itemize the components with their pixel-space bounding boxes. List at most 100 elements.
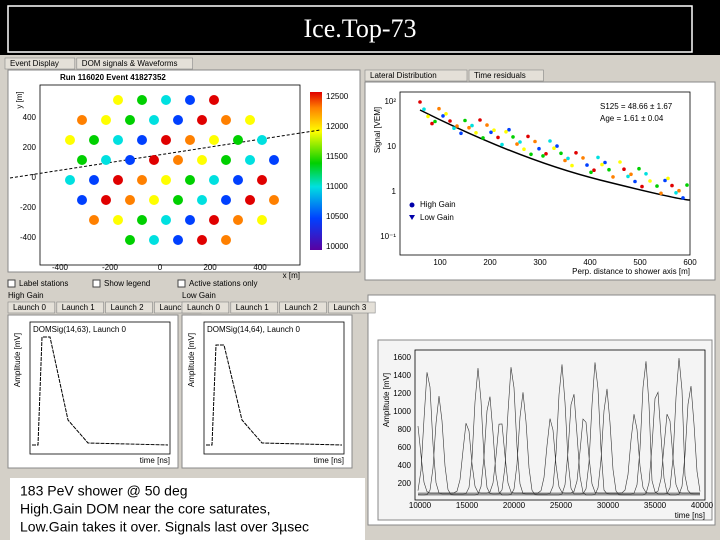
tick-label: 0 [158, 263, 163, 272]
y-axis-title: Amplitude [mV] [187, 333, 196, 387]
signal-point [589, 170, 593, 175]
tab-label: Lateral Distribution [370, 71, 437, 80]
signal-point [485, 123, 489, 127]
signal-point [574, 151, 578, 155]
station [233, 215, 243, 225]
signal-point [515, 142, 519, 146]
tick-label: -200 [102, 263, 119, 272]
signal-point [600, 162, 604, 167]
station [101, 195, 111, 205]
signal-point [622, 167, 626, 171]
signal-point [463, 118, 467, 123]
station [197, 195, 207, 205]
tick-label: 600 [683, 258, 697, 267]
x-axis-title: time [ns] [140, 456, 170, 465]
tick-label: 500 [633, 258, 647, 267]
legend-marker [409, 215, 415, 220]
signal-point [548, 139, 552, 143]
tab-label: Launch 1 [236, 303, 269, 312]
signal-point [441, 114, 445, 118]
legend-label: High Gain [420, 200, 456, 209]
signal-point [666, 176, 670, 181]
signal-point [496, 135, 500, 140]
station [137, 135, 147, 145]
tab-label: Launch 0 [187, 303, 220, 312]
caption-line: Low.Gain takes it over. Signals last ove… [20, 519, 309, 535]
event-frame [39, 84, 301, 266]
waveform-label: DOMSig(14,64), Launch 0 [207, 325, 300, 334]
signal-point [426, 114, 430, 119]
event-panel [7, 69, 361, 273]
x-axis-title: x [m] [283, 271, 300, 280]
tick-label: 800 [398, 425, 412, 434]
tick-label: 200 [203, 263, 217, 272]
station [197, 155, 207, 165]
station [65, 135, 75, 145]
signal-point [644, 172, 648, 176]
tab [364, 69, 468, 82]
x-axis-title: Perp. distance to shower axis [m] [572, 267, 690, 276]
tick-label: 400 [253, 263, 267, 272]
station [197, 115, 207, 125]
tick-label: 200 [483, 258, 497, 267]
checkbox [7, 279, 16, 288]
checkbox [92, 279, 101, 288]
tab [279, 301, 327, 314]
station [185, 135, 195, 145]
tick-label: 35000 [644, 501, 667, 510]
station [77, 115, 87, 125]
slide-title: Ice.Top-73 [304, 14, 417, 43]
signal-point [504, 130, 508, 134]
signal-point [474, 131, 478, 135]
tab-label: Launch 1 [62, 303, 95, 312]
tick-label: 200 [23, 143, 37, 152]
station [77, 195, 87, 205]
shower-axis [9, 129, 321, 179]
station [125, 115, 135, 125]
signal-point [581, 156, 585, 160]
trace [418, 414, 700, 494]
signal-point [626, 174, 630, 179]
tick-label: 400 [398, 461, 412, 470]
tab-label: Launch 2 [111, 303, 144, 312]
signal-point [522, 147, 526, 151]
signal-point [555, 144, 559, 148]
station [77, 155, 87, 165]
tab-label: DOM signals & Waveforms [82, 59, 178, 68]
trace [417, 391, 700, 496]
signal-point [433, 119, 437, 124]
signal-point [563, 158, 567, 163]
station [149, 115, 159, 125]
signal-point [670, 183, 674, 188]
legend-label: Low Gain [420, 213, 454, 222]
station [113, 175, 123, 185]
signal-point [452, 126, 456, 130]
legend-marker [409, 202, 415, 208]
signal-point [637, 166, 641, 171]
x-axis-title: time [ns] [675, 511, 705, 520]
signal-point [537, 146, 541, 151]
signal-point [570, 163, 574, 168]
tab-label: Launch 0 [13, 303, 46, 312]
signal-point [596, 155, 600, 160]
station [161, 215, 171, 225]
signal-point [681, 196, 685, 200]
tick-label: 25000 [550, 501, 573, 510]
signal-point [500, 142, 504, 147]
signal-point [559, 151, 563, 156]
station [245, 195, 255, 205]
signal-point [685, 183, 689, 187]
y-axis-title: Amplitude [mV] [382, 373, 391, 427]
signal-point [640, 184, 644, 189]
signal-point [489, 130, 493, 135]
waveform [32, 336, 169, 446]
station [161, 95, 171, 105]
signal-point [677, 188, 681, 193]
signal-point [648, 179, 652, 183]
tab [328, 301, 376, 314]
tab-label: Launch 2 [285, 303, 318, 312]
tab [56, 301, 104, 314]
fit-text: Age = 1.61 ± 0.04 [600, 114, 664, 123]
signal-point [418, 100, 422, 104]
station [125, 235, 135, 245]
